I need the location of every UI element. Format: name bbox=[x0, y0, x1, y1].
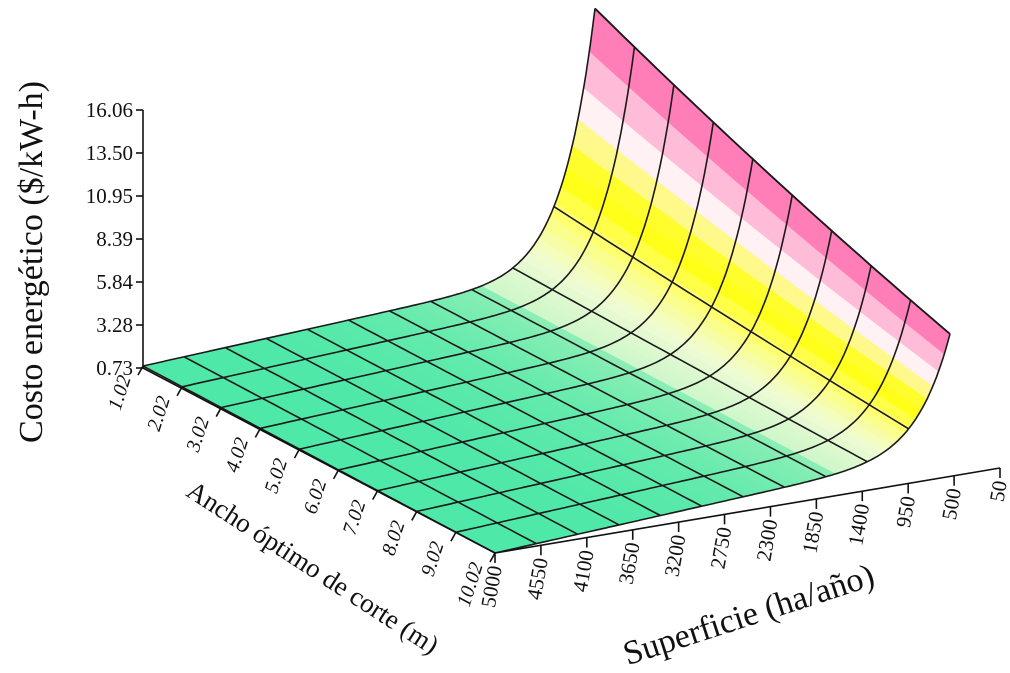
x-tick bbox=[489, 552, 496, 563]
x-tick bbox=[371, 490, 379, 501]
mesh-line-width bbox=[181, 46, 636, 388]
mesh-line-surface bbox=[430, 300, 785, 488]
z-axis-title: Costo energético ($/kW-h) bbox=[13, 81, 50, 443]
x-tick-label: 6.02 bbox=[300, 477, 332, 517]
y-tick-label: 4550 bbox=[522, 556, 553, 602]
mesh-line-width bbox=[220, 84, 675, 409]
y-tick-label: 500 bbox=[937, 486, 966, 521]
y-tick-label: 950 bbox=[891, 494, 920, 529]
y-tick-label: 3200 bbox=[660, 533, 691, 579]
mesh-line-surface bbox=[553, 205, 910, 430]
y-tick-label: 50 bbox=[985, 479, 1010, 504]
mesh-line-width bbox=[142, 8, 596, 367]
mesh-line-width bbox=[260, 122, 715, 430]
mesh-line-width bbox=[416, 265, 872, 513]
surface-top-edge bbox=[594, 7, 951, 335]
y-tick-label: 2300 bbox=[751, 517, 782, 563]
z-tick-label: 10.95 bbox=[86, 184, 133, 208]
z-tick-label: 5.84 bbox=[96, 270, 133, 294]
x-tick-label: 9.02 bbox=[417, 539, 449, 579]
x-tick bbox=[450, 531, 457, 542]
x-tick-label: 8.02 bbox=[378, 518, 410, 558]
mesh-line-surface bbox=[265, 337, 620, 526]
mesh-line-surface bbox=[183, 356, 537, 545]
y-tick-label: 4100 bbox=[568, 548, 599, 594]
y-tick-label: 1400 bbox=[843, 502, 874, 548]
x-tick bbox=[254, 427, 262, 438]
x-tick bbox=[176, 386, 183, 397]
x-tick-label: 3.02 bbox=[182, 414, 214, 455]
z-tick-label: 3.28 bbox=[96, 313, 133, 337]
x-axis-line bbox=[142, 367, 496, 554]
x-tick bbox=[411, 511, 418, 521]
mesh-line-surface bbox=[389, 310, 744, 498]
y-axis-title: Superficie (ha/año) bbox=[619, 557, 879, 673]
x-tick-label: 4.02 bbox=[221, 435, 253, 475]
x-tick-label: 7.02 bbox=[339, 497, 371, 537]
mesh-line-surface bbox=[348, 319, 703, 507]
mesh-line-width bbox=[455, 299, 912, 533]
x-tick bbox=[293, 448, 301, 459]
y-tick-label: 3650 bbox=[614, 541, 645, 587]
x-tick-label: 5.02 bbox=[260, 456, 292, 496]
x-tick-label: 2.02 bbox=[143, 394, 175, 434]
mesh-line-surface bbox=[307, 328, 661, 517]
x-tick bbox=[215, 407, 222, 417]
x-tick bbox=[137, 365, 144, 376]
mesh-line-width bbox=[299, 158, 754, 450]
axes: 16.0613.5010.958.395.843.280.731.022.023… bbox=[86, 98, 1010, 609]
z-tick-label: 0.73 bbox=[96, 356, 133, 380]
mesh-line-surface bbox=[471, 288, 827, 478]
mesh-line-surface bbox=[512, 267, 868, 463]
y-axis-line bbox=[494, 467, 1001, 554]
mesh-line-surface bbox=[224, 346, 579, 536]
surface-mesh bbox=[142, 7, 951, 554]
y-tick-label: 1850 bbox=[797, 510, 828, 556]
z-tick-label: 13.50 bbox=[86, 141, 133, 165]
mesh-line-width bbox=[494, 333, 951, 554]
y-tick-label: 2750 bbox=[705, 525, 736, 571]
z-tick-label: 16.06 bbox=[86, 98, 133, 122]
mesh-line-width bbox=[338, 195, 793, 471]
z-tick-label: 8.39 bbox=[96, 227, 133, 251]
x-tick bbox=[332, 469, 340, 480]
mesh-line-width bbox=[377, 230, 833, 492]
